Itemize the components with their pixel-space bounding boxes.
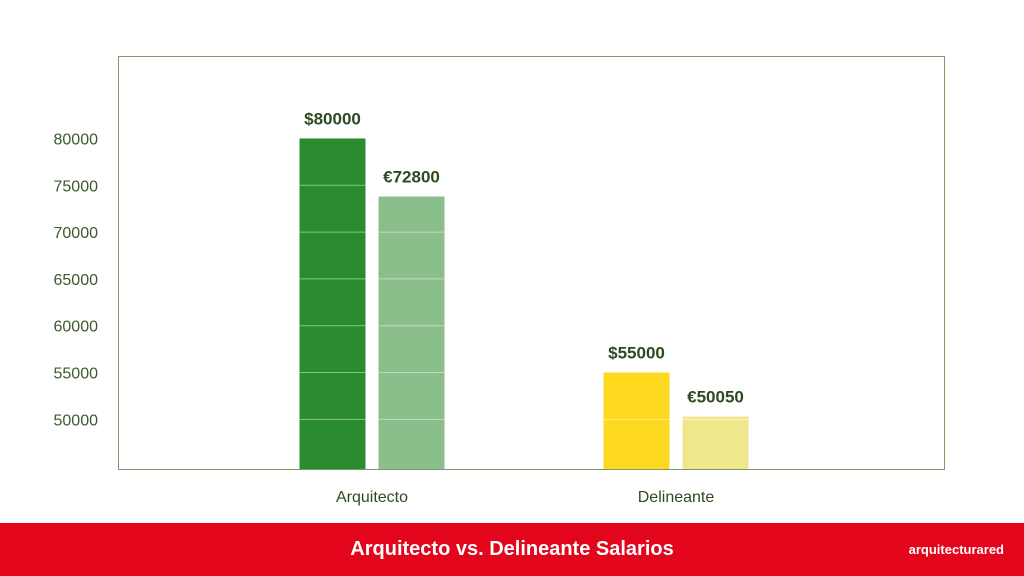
data-label: $80000 bbox=[304, 109, 361, 128]
data-label: €50050 bbox=[687, 388, 744, 407]
bar-chart: 50000 55000 60000 65000 70000 75000 80000 $800… bbox=[54, 56, 945, 506]
data-label: €72800 bbox=[383, 168, 440, 187]
y-tick-label: 80000 bbox=[54, 131, 99, 148]
bar bbox=[299, 138, 366, 470]
brand-logo: arquitecturared bbox=[908, 542, 1004, 557]
y-axis-ticks: 50000 55000 60000 65000 70000 75000 80000 bbox=[54, 131, 99, 429]
footer-banner: Arquitecto vs. Delineante Salarios arqui… bbox=[0, 523, 1024, 576]
category-label: Arquitecto bbox=[336, 489, 408, 506]
footer-title: Arquitecto vs. Delineante Salarios bbox=[350, 538, 674, 560]
y-tick-label: 70000 bbox=[54, 225, 99, 242]
y-tick-label: 55000 bbox=[54, 366, 99, 383]
bar bbox=[378, 196, 445, 469]
data-label: $55000 bbox=[608, 344, 665, 363]
plot-frame bbox=[118, 56, 945, 470]
y-tick-label: 75000 bbox=[54, 178, 99, 195]
bar-separators bbox=[299, 184, 749, 420]
category-labels: Arquitecto Delineante bbox=[336, 489, 714, 506]
y-tick-label: 65000 bbox=[54, 272, 99, 289]
y-tick-label: 50000 bbox=[54, 412, 99, 429]
y-tick-label: 60000 bbox=[54, 319, 99, 336]
bars bbox=[299, 138, 749, 470]
data-labels: $80000 $55000 €72800 €50050 bbox=[304, 109, 744, 406]
category-label: Delineante bbox=[638, 489, 715, 506]
bar bbox=[603, 372, 670, 469]
bar bbox=[682, 416, 749, 469]
